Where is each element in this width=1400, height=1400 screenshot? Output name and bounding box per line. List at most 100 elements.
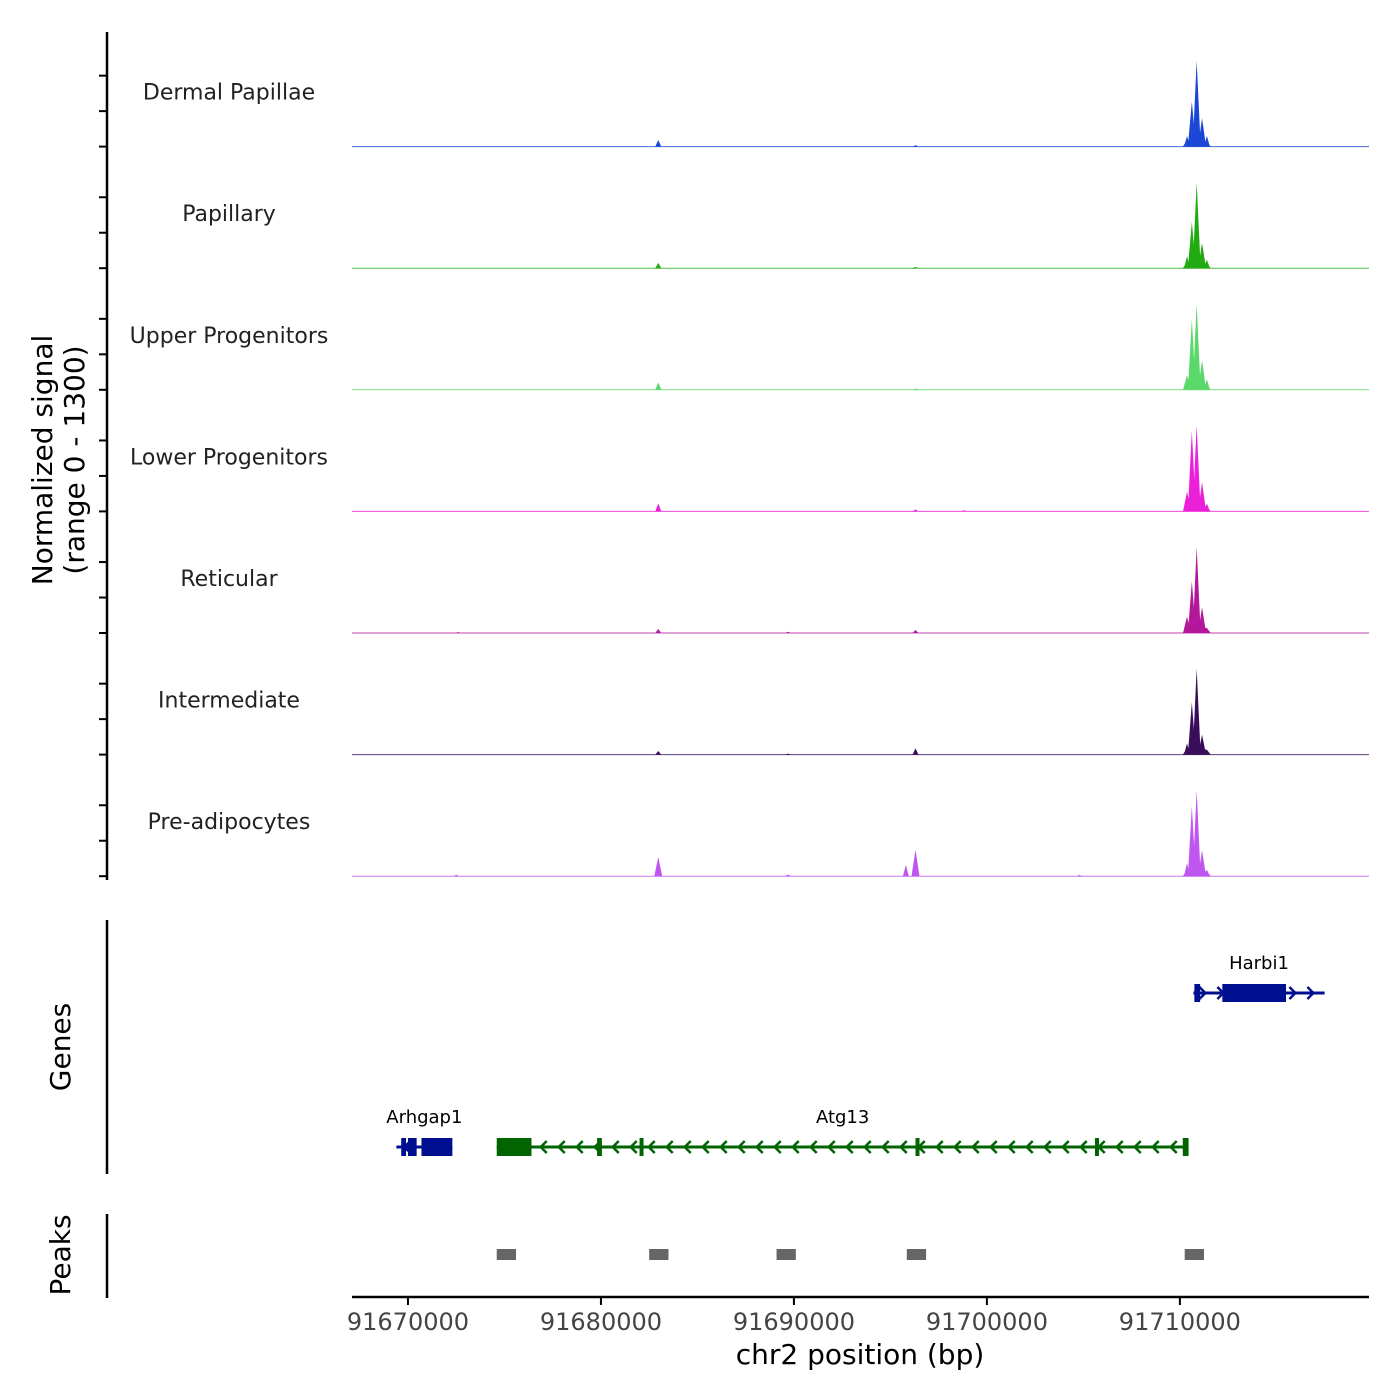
strand-arrow [1006, 1140, 1016, 1154]
signal-peak [655, 629, 662, 633]
strand-arrow [736, 1140, 746, 1154]
signal-peak [912, 630, 919, 633]
strand-arrow [556, 1140, 566, 1154]
x-tick-label: 91680000 [540, 1308, 662, 1336]
strand-arrow [1114, 1140, 1124, 1154]
strand-arrow [790, 1140, 800, 1154]
peak-regions [496, 1249, 1205, 1260]
peaks-panel: Peaks [44, 1214, 1205, 1298]
signal-peak [1192, 790, 1201, 877]
strand-arrow [952, 1140, 962, 1154]
signal-peak [1192, 425, 1201, 512]
track-label: Intermediate [158, 689, 300, 714]
strand-arrow [1288, 986, 1298, 1000]
strand-arrow [808, 1140, 818, 1154]
gene-exon [597, 1138, 602, 1156]
signal-peak [785, 753, 792, 755]
x-tick-label: 91700000 [926, 1308, 1048, 1336]
signal-skirt [1182, 262, 1211, 269]
signal-peak [655, 262, 662, 269]
track-label: Lower Progenitors [130, 445, 328, 470]
x-axis: 91670000 91680000 91690000 91700000 91710000… [347, 1295, 1369, 1371]
signal-peak [1192, 182, 1201, 269]
signal-peak [1076, 875, 1083, 877]
coverage-y-ticks [99, 74, 107, 878]
gene-arhgap1: Arhgap1 [386, 1107, 462, 1156]
x-axis-ticks: 91670000 91680000 91690000 91700000 91710000 [347, 1297, 1241, 1336]
strand-arrow [1150, 1140, 1160, 1154]
signal-peak [1192, 303, 1201, 390]
track-label: Pre-adipocytes [148, 810, 311, 835]
strand-arrow [1042, 1140, 1052, 1154]
signal-skirt [1182, 748, 1211, 755]
genes-panel: Genes Harbi1 Arhgap1 Atg13 [44, 920, 1325, 1174]
track-reticular: Reticular [180, 547, 1369, 634]
signal-peak [960, 510, 967, 512]
peak-region [496, 1249, 517, 1260]
signal-skirt [1182, 870, 1211, 877]
peak-region [776, 1249, 796, 1260]
strand-arrow [898, 1140, 908, 1154]
signal-peak [455, 632, 462, 633]
strand-arrow [844, 1140, 854, 1154]
signal-peak [1198, 360, 1207, 390]
gene-exon [1194, 984, 1201, 1002]
gene-atg13: Atg13 [496, 1107, 1189, 1156]
signal-skirt [1182, 383, 1211, 390]
gene-label: Harbi1 [1229, 953, 1289, 974]
gene-exon [407, 1138, 417, 1156]
peak-region [906, 1249, 927, 1260]
signal-peak [902, 864, 909, 877]
signal-peak [911, 849, 920, 877]
track-label: Reticular [180, 567, 278, 592]
signal-peak [1198, 607, 1207, 633]
strand-arrow [826, 1140, 836, 1154]
signal-peak [1198, 243, 1207, 269]
signal-peak [1198, 850, 1207, 877]
gene-exon [1094, 1138, 1099, 1156]
strand-arrow [1024, 1140, 1034, 1154]
peak-region [649, 1249, 669, 1260]
signal-peak [1198, 118, 1207, 147]
strand-arrow [700, 1140, 710, 1154]
x-tick-label: 91670000 [347, 1308, 469, 1336]
gene-models: Harbi1 Arhgap1 Atg13 [386, 953, 1325, 1156]
strand-arrow [988, 1140, 998, 1154]
track-dermal-papillae: Dermal Papillae [143, 60, 1369, 148]
track-lower-progenitors: Lower Progenitors [130, 425, 1369, 512]
strand-arrow [574, 1140, 584, 1154]
signal-peak [912, 266, 919, 269]
gene-harbi1: Harbi1 [1193, 953, 1325, 1002]
x-tick-label: 91710000 [1119, 1308, 1241, 1336]
genes-y-label: Genes [44, 1003, 77, 1091]
strand-arrow [862, 1140, 872, 1154]
track-papillary: Papillary [182, 182, 1369, 269]
strand-arrow [718, 1140, 728, 1154]
peaks-y-label: Peaks [44, 1214, 77, 1295]
signal-peak [1192, 60, 1201, 147]
signal-peak [654, 857, 663, 877]
gene-exon [639, 1138, 644, 1156]
track-pre-adipocytes: Pre-adipocytes [148, 790, 1369, 877]
strand-arrow [754, 1140, 764, 1154]
gene-label: Atg13 [816, 1107, 869, 1128]
signal-peak [912, 509, 919, 512]
coverage-y-label-line2: (range 0 - 1300) [58, 345, 91, 574]
strand-arrow [628, 1140, 638, 1154]
strand-arrow [1132, 1140, 1142, 1154]
gene-exon [915, 1138, 920, 1156]
signal-peak [655, 503, 662, 512]
x-axis-title: chr2 position (bp) [736, 1338, 985, 1371]
track-label: Upper Progenitors [130, 324, 329, 349]
gene-exon [1182, 1138, 1189, 1156]
strand-arrow [682, 1140, 692, 1154]
strand-arrow [538, 1140, 548, 1154]
signal-peak [655, 139, 662, 147]
signal-skirt [1182, 627, 1211, 633]
track-upper-progenitors: Upper Progenitors [130, 303, 1369, 391]
signal-peak [912, 748, 919, 755]
strand-arrow [880, 1140, 890, 1154]
signal-peak [785, 874, 792, 877]
strand-arrow [970, 1140, 980, 1154]
